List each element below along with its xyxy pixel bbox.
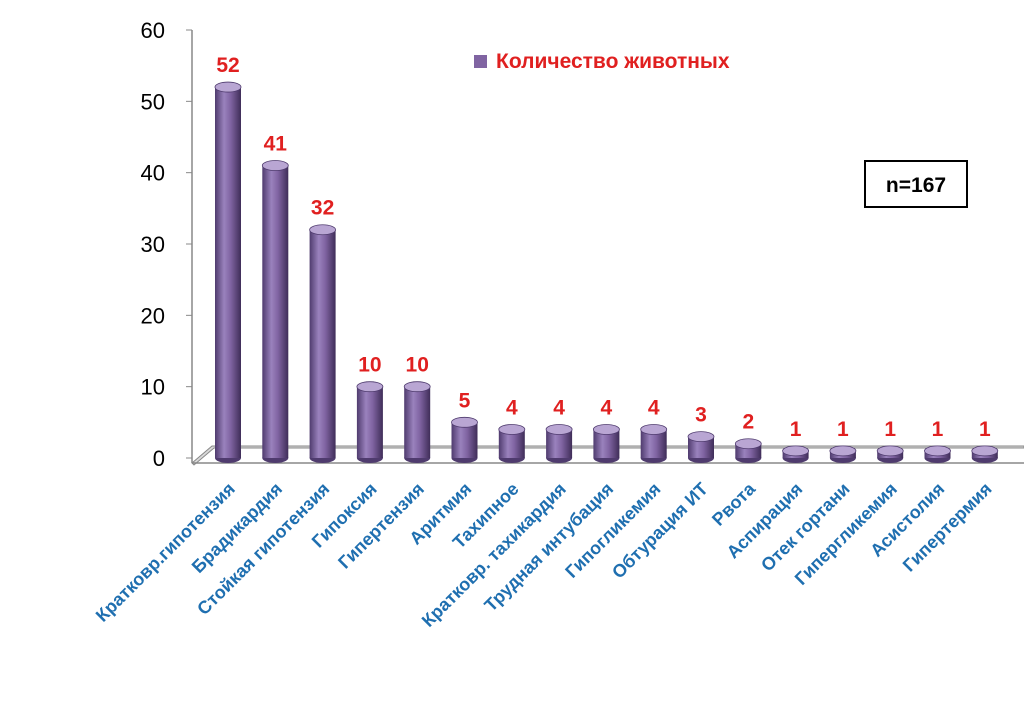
data-label: 1 — [790, 418, 802, 441]
data-label: 4 — [506, 396, 518, 419]
data-label: 1 — [932, 418, 944, 441]
y-tick-label: 50 — [141, 89, 165, 114]
data-label: 2 — [742, 411, 754, 434]
bar-top — [545, 424, 573, 435]
bar — [971, 445, 999, 463]
data-label: 52 — [216, 54, 239, 77]
bar — [451, 416, 478, 463]
bar — [545, 424, 573, 463]
bar-top — [309, 224, 337, 236]
bar — [924, 445, 951, 463]
data-label: 10 — [358, 354, 381, 377]
y-tick-label: 0 — [153, 446, 165, 471]
data-label: 5 — [459, 389, 471, 412]
y-tick-label: 10 — [141, 375, 165, 400]
bar-top — [876, 445, 904, 457]
n-annotation-frame — [864, 160, 968, 208]
bar — [214, 81, 242, 463]
legend: Количество животных — [474, 50, 730, 73]
data-label: 1 — [979, 418, 991, 441]
bar — [640, 424, 668, 463]
legend-label: Количество животных — [496, 50, 730, 73]
bar-body — [356, 386, 383, 458]
bar-top — [924, 445, 951, 457]
bar-body — [215, 87, 241, 459]
y-tick-label: 60 — [141, 18, 165, 43]
bar — [734, 438, 762, 463]
bar — [782, 445, 809, 463]
bar — [309, 224, 337, 463]
bar-top — [687, 431, 715, 443]
bar — [356, 381, 384, 463]
y-axis-ticks: 0 10 20 30 40 50 60 — [141, 18, 192, 471]
bar — [829, 445, 857, 463]
data-label: 10 — [406, 354, 429, 377]
bar-top — [403, 381, 431, 393]
data-label: 1 — [884, 418, 896, 441]
n-annotation-box: n=167 — [864, 160, 968, 208]
bar-body — [688, 436, 714, 458]
bar-top — [734, 438, 762, 450]
bar-top — [971, 445, 999, 457]
bar-top — [261, 160, 289, 171]
bar-top — [498, 424, 526, 435]
data-label: 4 — [648, 396, 660, 419]
data-label: 1 — [837, 418, 849, 441]
bar — [403, 381, 431, 463]
bar-top — [356, 381, 384, 393]
bar-top — [214, 81, 242, 93]
n-annotation-text: n=167 — [886, 174, 946, 197]
bar — [261, 160, 289, 463]
y-tick-label: 30 — [141, 232, 165, 257]
bar — [593, 424, 620, 463]
data-label: 41 — [264, 133, 288, 156]
bars — [214, 81, 999, 463]
bar-top — [782, 445, 809, 457]
bar-body — [451, 422, 478, 458]
bar — [876, 445, 904, 463]
data-label: 32 — [311, 197, 334, 220]
bar-top — [593, 424, 620, 435]
bar — [498, 424, 526, 463]
legend-swatch — [474, 55, 487, 68]
bar — [687, 431, 715, 463]
bar-top — [640, 424, 668, 435]
y-tick-label: 20 — [141, 303, 165, 328]
bar-body — [262, 165, 289, 459]
y-tick-label: 40 — [141, 161, 165, 186]
data-label: 3 — [695, 404, 707, 427]
bar-top — [829, 445, 857, 457]
bar-body — [309, 229, 336, 458]
data-label: 4 — [601, 396, 613, 419]
data-label: 4 — [553, 396, 565, 419]
bar-top — [451, 416, 478, 428]
bar-body — [404, 386, 431, 458]
